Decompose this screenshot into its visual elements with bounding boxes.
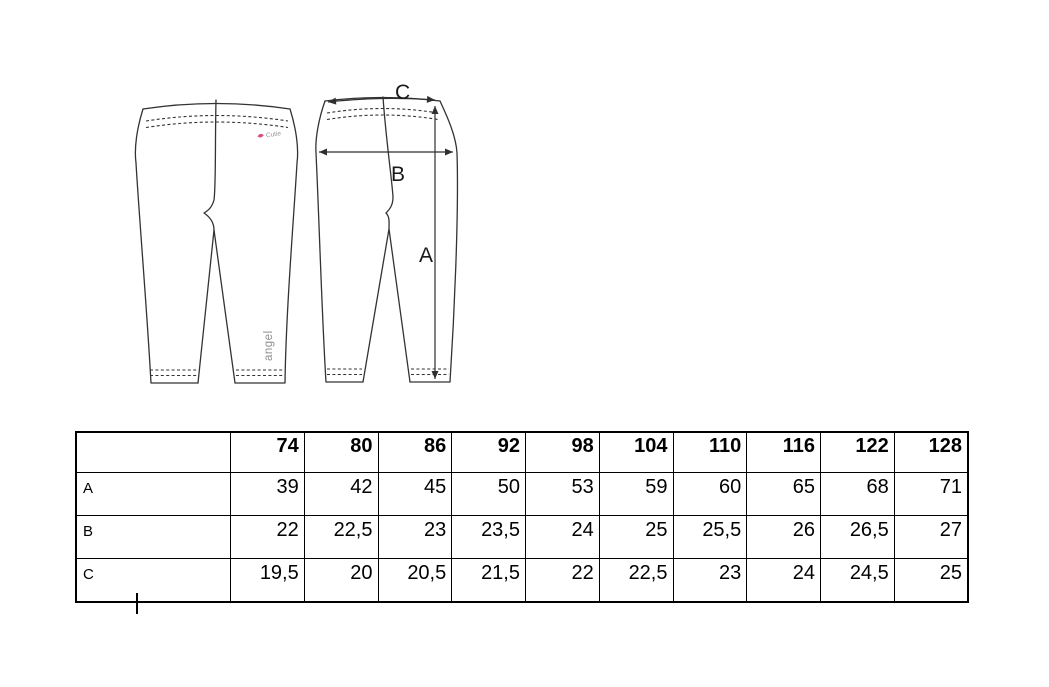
size-value-cell: 22	[230, 515, 305, 559]
size-column-header: 104	[598, 431, 674, 473]
size-value-cell: 26	[746, 515, 821, 559]
size-value-cell: 27	[893, 515, 969, 559]
measurement-row: B 22 22,5 23 23,5 24 25 25,5 26 26,5 27	[75, 515, 969, 559]
leg-print-text: angel	[263, 330, 275, 361]
back-view-stitching	[326, 107, 449, 376]
size-column-header: 98	[525, 431, 600, 473]
size-column-header: 92	[451, 431, 526, 473]
size-value-cell: 45	[377, 472, 453, 516]
size-value-cell: 19,5	[230, 558, 305, 603]
size-value-cell: 25,5	[672, 515, 748, 559]
size-value-cell: 20,5	[377, 558, 453, 603]
size-table-header-row: 74 80 86 92 98 104 110 116 122 128	[75, 431, 969, 473]
logo-mark-icon	[257, 133, 264, 138]
size-column-header: 128	[893, 431, 969, 473]
size-column-header: 74	[230, 431, 305, 473]
measurement-row: C 19,5 20 20,5 21,5 22 22,5 23 24 24,5 25	[75, 558, 969, 603]
size-value-cell: 24	[746, 558, 821, 603]
dimension-arrows	[319, 95, 453, 379]
front-view-stitching	[145, 114, 289, 377]
waistband-brand-logo: Cutie	[257, 130, 282, 139]
size-value-cell: 42	[303, 472, 379, 516]
hip-width-label: B	[391, 163, 405, 186]
size-value-cell: 24,5	[820, 558, 895, 603]
size-value-cell: 60	[672, 472, 748, 516]
corner-cell	[75, 431, 231, 473]
size-value-cell: 65	[746, 472, 821, 516]
size-value-cell: 23	[377, 515, 453, 559]
length-label: A	[419, 244, 433, 267]
waistband-logo-text: Cutie	[266, 130, 282, 139]
size-value-cell: 22,5	[598, 558, 674, 603]
size-column-header: 86	[377, 431, 453, 473]
row-label: C	[75, 558, 231, 603]
garment-technical-drawing: Cutie angel C B A	[134, 81, 459, 384]
size-column-header: 110	[672, 431, 748, 473]
size-value-cell: 23	[672, 558, 748, 603]
waist-width-arrow	[327, 95, 436, 105]
size-table: 74 80 86 92 98 104 110 116 122 128 A 39 42 45 50 53 59 6…	[75, 431, 969, 603]
size-value-cell: 50	[451, 472, 526, 516]
size-value-cell: 25	[893, 558, 969, 603]
row-label: B	[75, 515, 231, 559]
size-value-cell: 53	[525, 472, 600, 516]
leggings-back-view-outline	[315, 96, 459, 383]
size-value-cell: 68	[820, 472, 895, 516]
size-value-cell: 59	[598, 472, 674, 516]
size-column-header: 122	[820, 431, 895, 473]
size-value-cell: 21,5	[451, 558, 526, 603]
size-value-cell: 71	[893, 472, 969, 516]
size-value-cell: 39	[230, 472, 305, 516]
size-value-cell: 22,5	[303, 515, 379, 559]
leggings-front-view-outline	[134, 99, 299, 384]
measurement-row: A 39 42 45 50 53 59 60 65 68 71	[75, 472, 969, 516]
size-value-cell: 26,5	[820, 515, 895, 559]
size-value-cell: 24	[525, 515, 600, 559]
size-column-header: 80	[303, 431, 379, 473]
size-value-cell: 22	[525, 558, 600, 603]
size-table-body: A 39 42 45 50 53 59 60 65 68 71 B 22 22,5 23 23,5 24 25 25…	[75, 472, 969, 603]
waist-width-label: C	[395, 81, 410, 104]
size-value-cell: 25	[598, 515, 674, 559]
size-column-header: 116	[746, 431, 821, 473]
size-value-cell: 20	[303, 558, 379, 603]
row-label: A	[75, 472, 231, 516]
size-value-cell: 23,5	[451, 515, 526, 559]
table-bottom-tick	[136, 593, 138, 614]
